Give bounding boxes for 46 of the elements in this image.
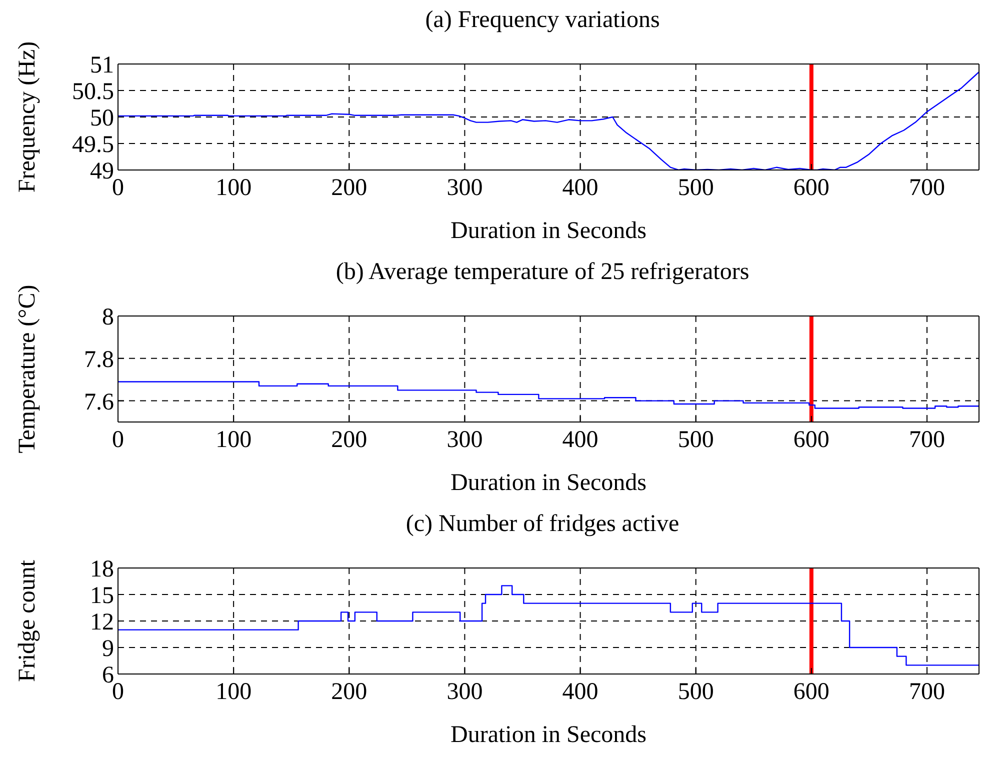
x-tick-label: 700 xyxy=(908,679,945,706)
x-tick-label: 100 xyxy=(216,175,252,202)
y-tick-label: 49.5 xyxy=(72,132,114,158)
x-tick-label: 300 xyxy=(446,679,483,706)
x-tick-label: 600 xyxy=(793,679,830,706)
y-axis-title: Temperature (°C) xyxy=(14,284,41,454)
y-tick-label: 49 xyxy=(90,158,114,185)
x-axis-title: Duration in Seconds xyxy=(450,722,646,748)
y-tick-label: 9 xyxy=(102,636,114,662)
x-tick-label: 100 xyxy=(216,427,252,454)
y-axis-title: Frequency (Hz) xyxy=(14,41,41,193)
chart-title: (c) Number of fridges active xyxy=(404,510,680,537)
x-tick-label: 600 xyxy=(793,175,830,202)
y-tick-label: 7.6 xyxy=(84,389,114,416)
y-tick-label: 8 xyxy=(102,304,114,331)
y-tick-label: 12 xyxy=(90,610,114,636)
chart-title: (b) Average temperature of 25 refrigerators xyxy=(334,258,750,285)
y-tick-label: 15 xyxy=(90,583,114,610)
x-tick-label: 300 xyxy=(446,175,483,202)
x-axis-title: Duration in Seconds xyxy=(450,470,646,496)
x-tick-label: 600 xyxy=(793,427,830,454)
x-axis-title: Duration in Seconds xyxy=(450,218,646,244)
x-tick-label: 500 xyxy=(678,427,714,454)
y-tick-label: 50.5 xyxy=(72,79,114,106)
x-tick-label: 700 xyxy=(908,175,945,202)
x-tick-label: 0 xyxy=(112,175,124,202)
x-tick-label: 400 xyxy=(562,175,598,202)
x-tick-label: 400 xyxy=(562,427,598,454)
x-tick-label: 100 xyxy=(216,679,252,706)
y-tick-label: 7.8 xyxy=(84,346,114,373)
y-tick-label: 18 xyxy=(90,556,114,583)
x-tick-label: 200 xyxy=(331,175,368,202)
x-tick-label: 700 xyxy=(908,427,945,454)
chart-title: (a) Frequency variations xyxy=(424,6,661,33)
y-tick-label: 51 xyxy=(90,52,114,79)
x-tick-label: 300 xyxy=(446,427,483,454)
x-tick-label: 500 xyxy=(678,679,714,706)
y-axis-title: Fridge count xyxy=(14,560,41,682)
y-tick-label: 50 xyxy=(90,106,114,132)
y-tick-label: 6 xyxy=(102,662,114,689)
x-tick-label: 0 xyxy=(112,679,124,706)
x-tick-label: 500 xyxy=(678,175,714,202)
x-tick-label: 0 xyxy=(112,427,124,454)
x-tick-label: 200 xyxy=(331,427,368,454)
x-tick-label: 200 xyxy=(331,679,368,706)
x-tick-label: 400 xyxy=(562,679,598,706)
